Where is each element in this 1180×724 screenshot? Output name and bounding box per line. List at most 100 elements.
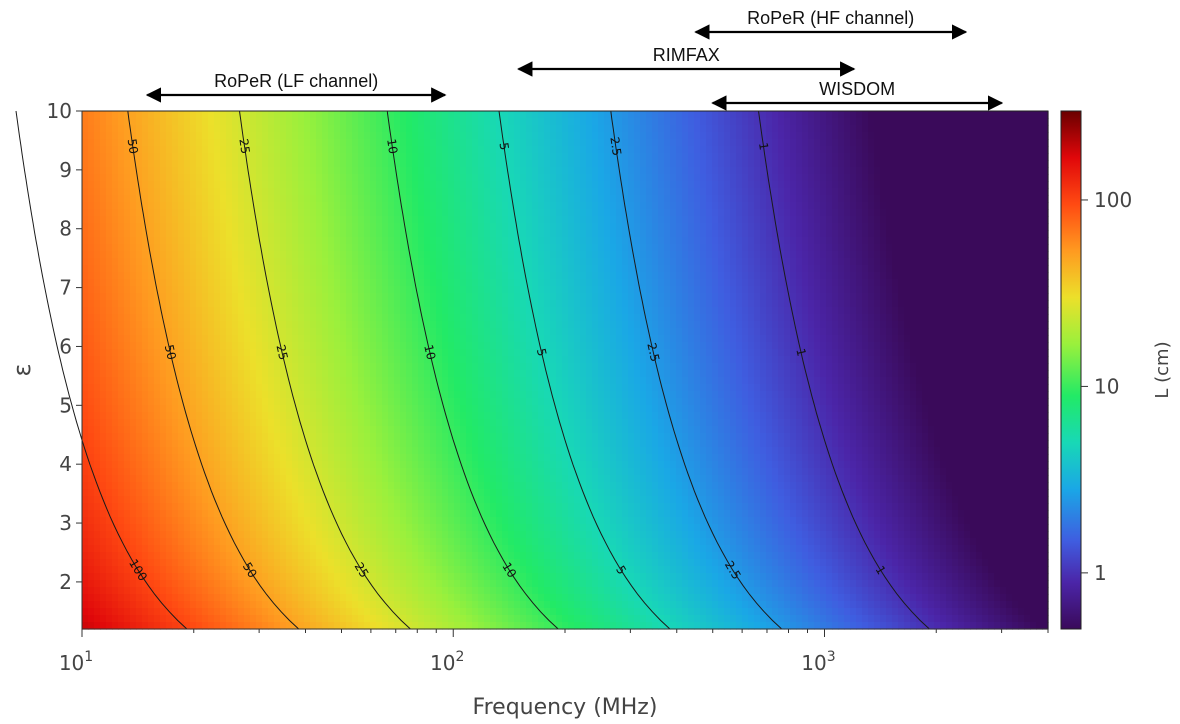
heatmap-cell (106, 167, 113, 175)
heatmap-cell (364, 482, 371, 490)
heatmap-cell (292, 181, 299, 189)
heatmap-cell (358, 370, 365, 378)
heatmap-cell (124, 594, 131, 602)
heatmap-cell (322, 559, 329, 567)
heatmap-cell (106, 587, 113, 595)
heatmap-cell (394, 608, 401, 616)
heatmap-cell (124, 223, 131, 231)
heatmap-cell (238, 517, 245, 525)
heatmap-cell (94, 573, 101, 581)
heatmap-cell (124, 195, 131, 203)
heatmap-cell (112, 545, 119, 553)
heatmap-cell (268, 314, 275, 322)
heatmap-cell (436, 265, 443, 273)
heatmap-cell (220, 230, 227, 238)
heatmap-cell (256, 258, 263, 266)
heatmap-cell (112, 202, 119, 210)
heatmap-cell (406, 419, 413, 427)
heatmap-cell (232, 188, 239, 196)
heatmap-cell (388, 475, 395, 483)
heatmap-cell (112, 230, 119, 238)
heatmap-cell (136, 587, 143, 595)
heatmap-cell (346, 426, 353, 434)
heatmap-cell (196, 538, 203, 546)
heatmap-cell (124, 349, 131, 357)
heatmap-cell (376, 132, 383, 140)
heatmap-cell (124, 125, 131, 133)
heatmap-cell (358, 419, 365, 427)
heatmap-cell (154, 244, 161, 252)
heatmap-cell (448, 531, 455, 539)
heatmap-cell (142, 412, 149, 420)
heatmap-cell (232, 146, 239, 154)
heatmap-cell (484, 223, 491, 231)
heatmap-cell (406, 293, 413, 301)
heatmap-cell (226, 552, 233, 560)
heatmap-cell (172, 328, 179, 336)
heatmap-cell (298, 601, 305, 609)
heatmap-cell (472, 503, 479, 511)
heatmap-cell (352, 321, 359, 329)
heatmap-cell (358, 118, 365, 126)
heatmap-cell (304, 447, 311, 455)
heatmap-cell (424, 356, 431, 364)
heatmap-cell (172, 146, 179, 154)
heatmap-cell (232, 139, 239, 147)
heatmap-cell (346, 167, 353, 175)
heatmap-cell (442, 181, 449, 189)
heatmap-cell (178, 608, 185, 616)
heatmap-cell (358, 426, 365, 434)
heatmap-cell (340, 587, 347, 595)
heatmap-cell (442, 321, 449, 329)
heatmap-cell (478, 349, 485, 357)
heatmap-cell (304, 503, 311, 511)
heatmap-cell (112, 384, 119, 392)
heatmap-cell (184, 510, 191, 518)
heatmap-cell (124, 517, 131, 525)
heatmap-cell (430, 419, 437, 427)
heatmap-cell (106, 258, 113, 266)
heatmap-cell (346, 538, 353, 546)
heatmap-cell (466, 174, 473, 182)
heatmap-cell (124, 510, 131, 518)
heatmap-cell (184, 223, 191, 231)
heatmap-cell (376, 426, 383, 434)
heatmap-cell (406, 496, 413, 504)
heatmap-cell (232, 251, 239, 259)
heatmap-cell (226, 531, 233, 539)
heatmap-cell (184, 188, 191, 196)
heatmap-cell (172, 160, 179, 168)
heatmap-cell (358, 132, 365, 140)
heatmap-cell (268, 594, 275, 602)
heatmap-cell (322, 132, 329, 140)
heatmap-cell (262, 244, 269, 252)
heatmap-cell (202, 160, 209, 168)
heatmap-cell (262, 566, 269, 574)
heatmap-cell (454, 244, 461, 252)
heatmap-cell (154, 440, 161, 448)
heatmap-cell (220, 440, 227, 448)
heatmap-cell (340, 419, 347, 427)
heatmap-cell (310, 251, 317, 259)
heatmap-cell (412, 594, 419, 602)
heatmap-cell (436, 118, 443, 126)
heatmap-cell (298, 125, 305, 133)
heatmap-cell (346, 265, 353, 273)
heatmap-cell (154, 125, 161, 133)
heatmap-cell (250, 314, 257, 322)
heatmap-cell (262, 188, 269, 196)
heatmap-cell (298, 398, 305, 406)
heatmap-cell (244, 321, 251, 329)
heatmap-cell (478, 615, 485, 623)
heatmap-cell (406, 405, 413, 413)
heatmap-cell (244, 146, 251, 154)
heatmap-cell (418, 461, 425, 469)
heatmap-cell (364, 265, 371, 273)
heatmap-cell (280, 482, 287, 490)
heatmap-cell (100, 377, 107, 385)
heatmap-cell (484, 111, 491, 119)
heatmap-cell (466, 356, 473, 364)
heatmap-cell (106, 174, 113, 182)
heatmap-cell (292, 111, 299, 119)
heatmap-cell (172, 440, 179, 448)
